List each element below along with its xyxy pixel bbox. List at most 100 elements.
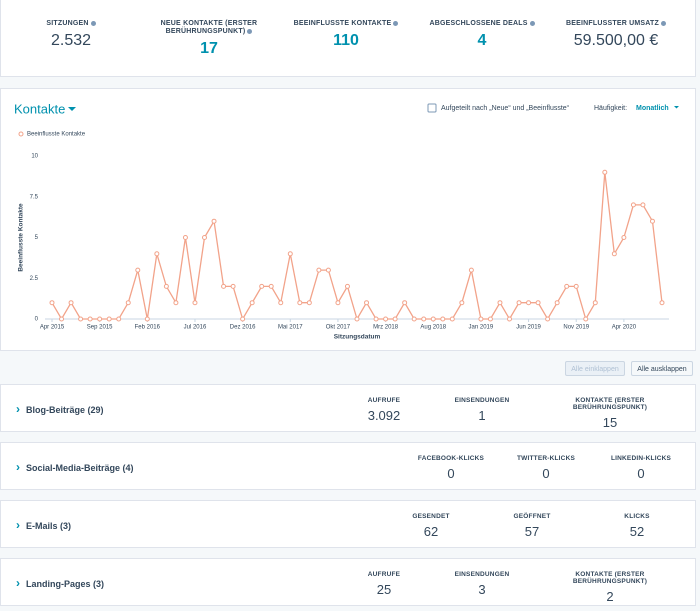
- data-point: [192, 300, 198, 306]
- metric-label: TWITTER-KLICKS: [516, 455, 576, 462]
- chart-card: Kontakte Aufgeteilt nach „Neue“ und „Bee…: [0, 88, 696, 351]
- x-tick-label: Okt 2017: [326, 325, 351, 331]
- section-title[interactable]: Social-Media-Beiträge (4): [16, 460, 134, 474]
- metric: KONTAKTE (ERSTER BERÜHRUNGSPUNKT) 15: [540, 397, 680, 430]
- kpi-value: 2.532: [50, 32, 92, 49]
- metric-value: 3.092: [367, 408, 401, 423]
- metric-label: AUFRUFE: [367, 571, 401, 578]
- data-point: [240, 316, 246, 322]
- metric-value: 2: [606, 589, 614, 604]
- data-point: [230, 283, 236, 289]
- checkbox[interactable]: [427, 103, 437, 113]
- section-title[interactable]: Landing-Pages (3): [16, 576, 104, 590]
- frequency-dropdown[interactable]: Monatlich: [636, 105, 669, 112]
- section-card: E-Mails (3) GESENDET 62 GEÖFFNET 57 KLICKS 52: [0, 500, 696, 548]
- data-point: [221, 283, 227, 289]
- data-point: [97, 316, 103, 322]
- kpi-label: BEEINFLUSSTE KONTAKTE: [278, 20, 414, 28]
- x-tick-label: Dez 2016: [230, 325, 256, 331]
- data-point: [640, 202, 646, 208]
- metric: LINKEDIN-KLICKS 0: [571, 455, 700, 481]
- metric: GEÖFFNET 57: [462, 513, 602, 539]
- info-icon[interactable]: [247, 28, 253, 34]
- kpi-value: 59.500,00 €: [573, 32, 659, 49]
- dropdown-caret[interactable]: [68, 107, 76, 111]
- kpi-value: 17: [200, 40, 218, 57]
- metric-value: 1: [478, 408, 486, 423]
- x-axis-title: Sitzungsdatum: [334, 334, 381, 341]
- kpi-label: SITZUNGEN: [3, 20, 139, 28]
- data-point: [487, 316, 493, 322]
- kpi-label-text: BEEINFLUSSTER UMSATZ: [566, 20, 659, 27]
- kpi-label: NEUE KONTAKTE (ERSTER BERÜHRUNGSPUNKT): [141, 20, 277, 36]
- data-point: [440, 316, 446, 322]
- data-point: [68, 300, 74, 306]
- data-point: [354, 316, 360, 322]
- y-tick-label: 0: [35, 317, 39, 323]
- x-tick-label: Jul 2016: [184, 325, 207, 331]
- data-point: [592, 300, 598, 306]
- kpi-label-text: NEUE KONTAKTE (ERSTER BERÜHRUNGSPUNKT): [160, 20, 258, 35]
- kpi-value: 110: [333, 32, 359, 49]
- data-point: [78, 316, 84, 322]
- data-point: [335, 300, 341, 306]
- data-point: [287, 251, 293, 257]
- data-point: [268, 283, 274, 289]
- metric-value: 62: [423, 524, 439, 539]
- data-point: [383, 316, 389, 322]
- panel-title[interactable]: Kontakte: [14, 101, 65, 116]
- x-tick-label: Aug 2018: [420, 325, 446, 331]
- data-point: [497, 300, 503, 306]
- data-point: [87, 316, 93, 322]
- kpi: SITZUNGEN 2.532: [3, 20, 139, 50]
- metric: AUFRUFE 3.092: [314, 397, 454, 423]
- data-point: [344, 283, 350, 289]
- y-tick-label: 5: [35, 235, 39, 241]
- metric: KONTAKTE (ERSTER BERÜHRUNGSPUNKT) 2: [540, 571, 680, 604]
- data-point: [507, 316, 512, 322]
- section-card: Landing-Pages (3) AUFRUFE 25 EINSENDUNGEN 3 K…: [0, 558, 696, 606]
- section-title[interactable]: E-Mails (3): [16, 518, 71, 532]
- data-point: [59, 316, 65, 322]
- metric: EINSENDUNGEN 3: [412, 571, 552, 597]
- info-icon[interactable]: [90, 20, 96, 26]
- x-tick-label: Feb 2016: [135, 325, 161, 331]
- metric-label: KONTAKTE (ERSTER BERÜHRUNGSPUNKT): [572, 571, 648, 585]
- frequency-label: Häufigkeit:: [594, 105, 627, 112]
- x-tick-label: Mrz 2018: [373, 325, 399, 331]
- data-point: [516, 300, 522, 306]
- data-point: [249, 300, 255, 306]
- checkbox-label[interactable]: Aufgeteilt nach „Neue“ und „Beeinflusste…: [441, 105, 570, 112]
- data-point: [621, 235, 627, 240]
- legend-label: Beeinflusste Kontakte: [27, 132, 86, 138]
- section-title[interactable]: Blog-Beiträge (29): [16, 402, 104, 416]
- data-point: [306, 300, 312, 306]
- data-point: [182, 235, 188, 240]
- data-point: [154, 251, 160, 257]
- metric-value: 57: [524, 524, 540, 539]
- info-icon[interactable]: [529, 20, 535, 26]
- kpi-value: 4: [477, 32, 487, 49]
- dropdown-caret[interactable]: [674, 106, 679, 109]
- data-point: [583, 316, 589, 322]
- info-icon[interactable]: [393, 20, 399, 26]
- metric-label: EINSENDUNGEN: [454, 571, 510, 578]
- metric-label: LINKEDIN-KLICKS: [610, 455, 672, 462]
- data-point: [602, 169, 608, 175]
- data-point: [49, 300, 55, 306]
- kpi-label: BEEINFLUSSTER UMSATZ: [548, 20, 684, 28]
- button[interactable]: Alle ausklappen: [631, 361, 693, 376]
- y-axis-title: Beeinflusste Kontakte: [18, 203, 25, 272]
- x-tick-label: Nov 2019: [563, 325, 589, 331]
- kpi-label-text: ABGESCHLOSSENE DEALS: [429, 20, 528, 27]
- data-point: [278, 300, 284, 306]
- section-card: Social-Media-Beiträge (4) FACEBOOK-KLICKS…: [0, 442, 696, 490]
- metric-value: 0: [542, 466, 550, 481]
- metric: KLICKS 52: [567, 513, 700, 539]
- info-icon[interactable]: [660, 20, 666, 26]
- kpi: NEUE KONTAKTE (ERSTER BERÜHRUNGSPUNKT) 17: [141, 20, 277, 58]
- data-point: [430, 316, 436, 322]
- metric-label: AUFRUFE: [367, 397, 401, 404]
- metric-label: FACEBOOK-KLICKS: [417, 455, 485, 462]
